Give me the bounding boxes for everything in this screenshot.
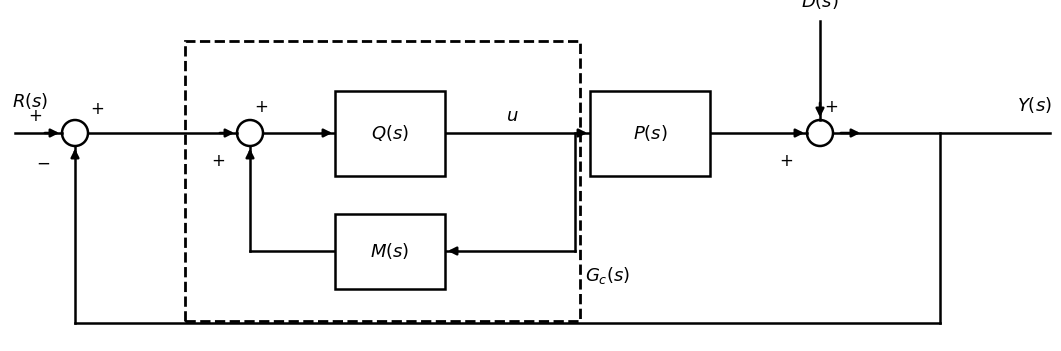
Text: $+$: $+$ — [824, 98, 838, 116]
Text: $+$: $+$ — [211, 152, 225, 170]
Text: $+$: $+$ — [90, 100, 104, 118]
Text: $R(s)$: $R(s)$ — [12, 91, 49, 111]
Bar — [335, 213, 445, 289]
Text: $+$: $+$ — [779, 152, 793, 170]
Text: $-$: $-$ — [36, 154, 50, 172]
Text: $P(s)$: $P(s)$ — [632, 123, 667, 143]
Bar — [185, 41, 580, 321]
Text: $u$: $u$ — [506, 107, 519, 125]
Text: $Q(s)$: $Q(s)$ — [371, 123, 408, 143]
Text: $Y(s)$: $Y(s)$ — [1017, 95, 1053, 115]
Text: $+$: $+$ — [254, 98, 268, 116]
Bar — [590, 91, 710, 176]
Text: $+$: $+$ — [28, 107, 42, 125]
Text: $G_c(s)$: $G_c(s)$ — [585, 265, 630, 286]
Text: $M(s)$: $M(s)$ — [370, 241, 410, 261]
Text: $D(s)$: $D(s)$ — [801, 0, 839, 11]
Bar — [335, 91, 445, 176]
